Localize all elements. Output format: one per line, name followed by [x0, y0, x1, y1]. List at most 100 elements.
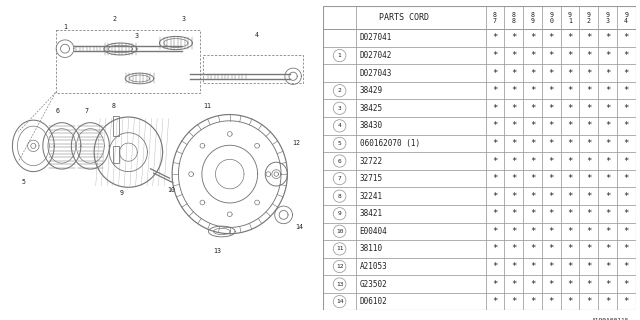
Text: *: * [492, 174, 498, 183]
Text: *: * [605, 156, 610, 165]
Text: *: * [586, 34, 591, 43]
Text: 6: 6 [56, 108, 60, 114]
Text: *: * [567, 68, 573, 78]
Text: *: * [605, 227, 610, 236]
Bar [113, 116, 120, 136]
Text: 32715: 32715 [360, 174, 383, 183]
Text: *: * [567, 280, 573, 289]
Text: 38429: 38429 [360, 86, 383, 95]
Text: *: * [605, 174, 610, 183]
Text: 9
2: 9 2 [587, 12, 591, 24]
Text: *: * [623, 104, 629, 113]
Text: *: * [548, 209, 554, 218]
Text: *: * [492, 280, 498, 289]
Text: 14: 14 [296, 224, 303, 230]
Text: *: * [605, 244, 610, 253]
Text: *: * [586, 209, 591, 218]
Text: *: * [492, 139, 498, 148]
Text: 5: 5 [22, 179, 26, 185]
Text: *: * [530, 68, 535, 78]
Text: 3: 3 [182, 16, 186, 22]
Text: 11: 11 [336, 246, 343, 252]
Text: *: * [605, 51, 610, 60]
Text: 060162070 (1): 060162070 (1) [360, 139, 420, 148]
Text: *: * [605, 34, 610, 43]
Text: *: * [567, 104, 573, 113]
Text: *: * [623, 139, 629, 148]
Text: *: * [511, 280, 516, 289]
Text: *: * [511, 51, 516, 60]
Text: *: * [548, 86, 554, 95]
Text: *: * [623, 68, 629, 78]
Text: 9
0: 9 0 [549, 12, 553, 24]
Text: *: * [511, 156, 516, 165]
Text: 4: 4 [255, 32, 259, 37]
Text: *: * [530, 86, 535, 95]
Text: 8: 8 [111, 103, 115, 109]
Text: 8
7: 8 7 [493, 12, 497, 24]
Text: *: * [530, 121, 535, 130]
Text: *: * [567, 297, 573, 306]
Text: *: * [511, 192, 516, 201]
Text: *: * [548, 156, 554, 165]
Text: *: * [623, 51, 629, 60]
Text: *: * [530, 262, 535, 271]
Text: *: * [548, 297, 554, 306]
Text: 38430: 38430 [360, 121, 383, 130]
Text: *: * [605, 68, 610, 78]
Text: 8: 8 [338, 194, 342, 199]
Text: *: * [567, 139, 573, 148]
Text: 2: 2 [338, 88, 342, 93]
Text: 32241: 32241 [360, 192, 383, 201]
Text: *: * [586, 227, 591, 236]
Text: *: * [605, 104, 610, 113]
Text: *: * [623, 156, 629, 165]
Text: *: * [567, 244, 573, 253]
Text: *: * [567, 156, 573, 165]
Text: *: * [586, 121, 591, 130]
Text: *: * [511, 104, 516, 113]
Text: *: * [548, 51, 554, 60]
Text: *: * [492, 209, 498, 218]
Text: *: * [567, 86, 573, 95]
Text: *: * [623, 244, 629, 253]
Text: *: * [492, 244, 498, 253]
Text: *: * [492, 297, 498, 306]
Text: *: * [623, 262, 629, 271]
Text: *: * [530, 139, 535, 148]
Text: *: * [548, 121, 554, 130]
Text: *: * [605, 262, 610, 271]
Text: 2: 2 [112, 16, 116, 22]
Text: *: * [586, 68, 591, 78]
Text: D027043: D027043 [360, 68, 392, 78]
Text: *: * [511, 262, 516, 271]
Text: 9
4: 9 4 [624, 12, 628, 24]
Text: *: * [511, 34, 516, 43]
Text: *: * [548, 227, 554, 236]
Text: *: * [511, 121, 516, 130]
Text: 8
8: 8 8 [512, 12, 516, 24]
Text: *: * [530, 51, 535, 60]
Text: *: * [548, 244, 554, 253]
Text: E00404: E00404 [360, 227, 387, 236]
Text: *: * [567, 51, 573, 60]
Text: *: * [511, 68, 516, 78]
Text: *: * [492, 34, 498, 43]
Text: *: * [623, 227, 629, 236]
Text: *: * [492, 192, 498, 201]
Text: *: * [492, 51, 498, 60]
Text: *: * [605, 280, 610, 289]
Text: 32722: 32722 [360, 156, 383, 165]
Text: *: * [567, 192, 573, 201]
Text: *: * [492, 262, 498, 271]
Text: *: * [530, 209, 535, 218]
Text: *: * [548, 104, 554, 113]
Text: 13: 13 [213, 248, 221, 254]
Text: *: * [548, 262, 554, 271]
Text: *: * [586, 192, 591, 201]
Text: 3: 3 [134, 33, 138, 39]
Text: 6: 6 [338, 158, 342, 164]
Text: *: * [586, 139, 591, 148]
Text: *: * [511, 244, 516, 253]
Text: *: * [548, 34, 554, 43]
